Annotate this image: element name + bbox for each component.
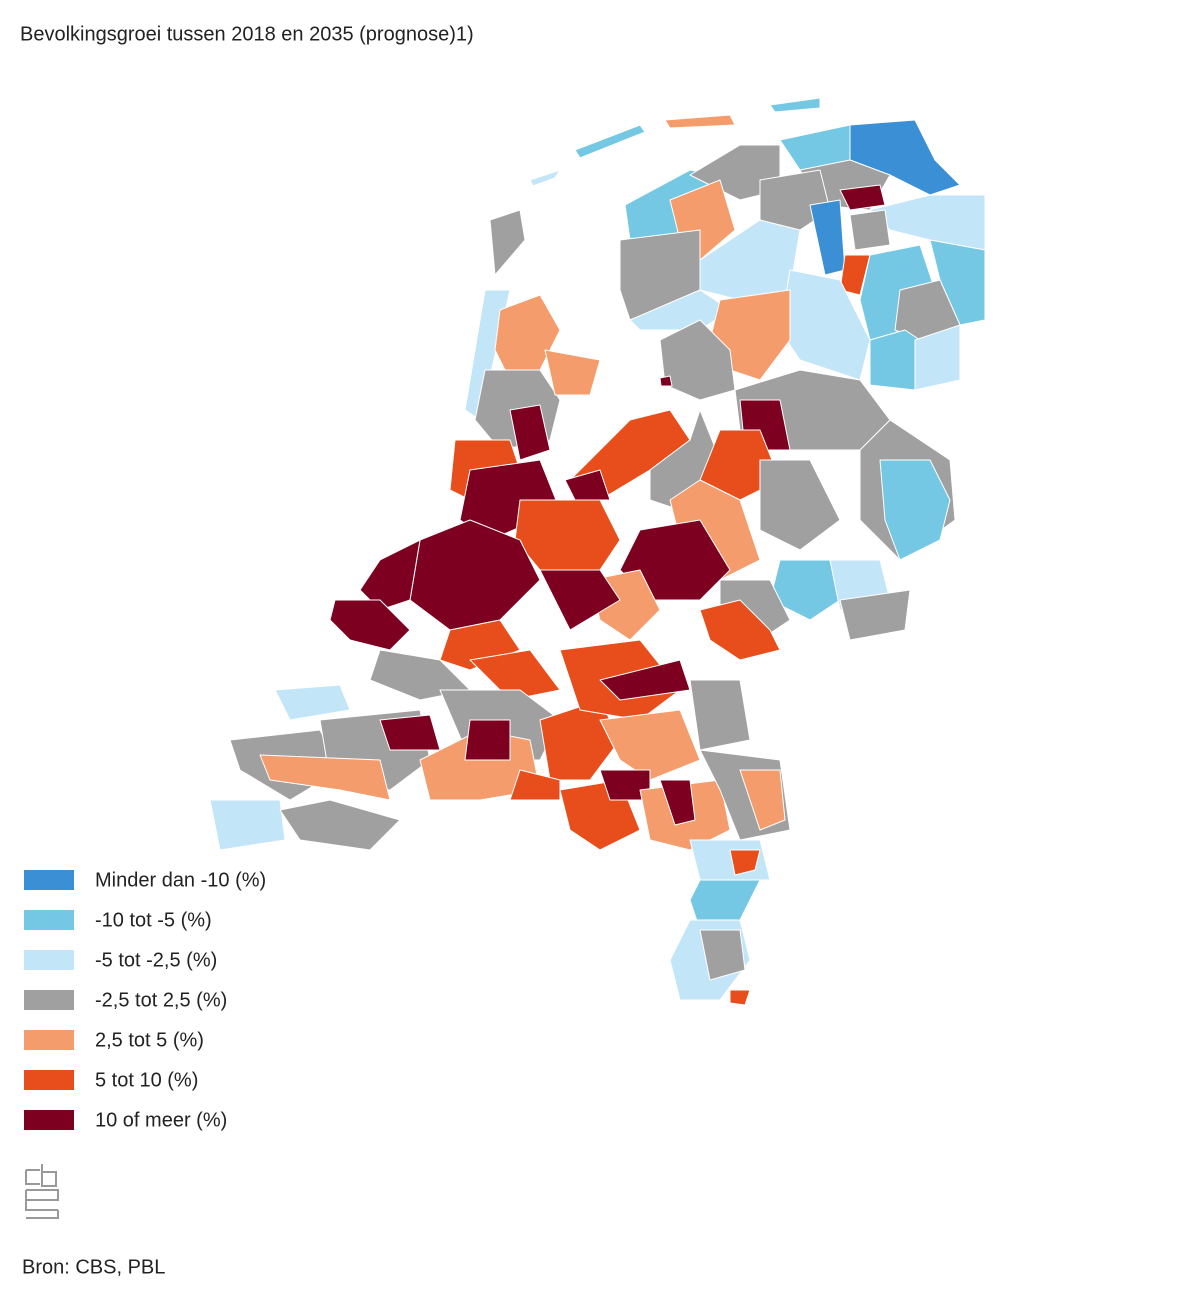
municipality <box>729 989 751 1006</box>
municipality <box>209 799 286 851</box>
municipality <box>809 199 846 276</box>
municipality <box>929 239 986 326</box>
municipality <box>489 209 526 276</box>
municipality <box>359 539 421 611</box>
municipality <box>599 659 691 701</box>
legend-label: -5 tot -2,5 (%) <box>95 949 217 971</box>
legend-swatch <box>24 910 74 930</box>
municipality <box>514 499 621 571</box>
municipality <box>659 375 673 387</box>
municipality <box>379 714 441 751</box>
municipality <box>574 124 646 159</box>
legend-label: Minder dan -10 (%) <box>95 869 266 891</box>
municipality <box>759 459 841 551</box>
legend-swatch <box>24 870 74 890</box>
municipality <box>689 679 751 751</box>
municipality <box>274 684 351 721</box>
municipality <box>469 649 561 701</box>
municipality <box>839 589 911 641</box>
municipality <box>529 169 561 187</box>
municipality <box>869 329 921 391</box>
municipality <box>839 254 871 296</box>
municipality <box>409 519 541 631</box>
municipality <box>769 97 821 113</box>
municipality <box>739 769 786 831</box>
municipality <box>279 799 401 851</box>
municipality <box>259 754 391 801</box>
municipality <box>699 929 746 981</box>
legend-label: 10 of meer (%) <box>95 1109 227 1131</box>
cbs-logo <box>25 1164 59 1219</box>
municipality <box>659 779 696 826</box>
municipality <box>564 469 611 501</box>
municipality <box>849 209 891 251</box>
municipality <box>619 519 731 601</box>
legend-swatch <box>24 1070 74 1090</box>
municipality <box>509 769 561 801</box>
legend-label: -2,5 tot 2,5 (%) <box>95 989 227 1011</box>
municipality <box>729 849 761 876</box>
municipality <box>509 404 551 461</box>
municipality <box>664 114 736 129</box>
legend-swatch <box>24 1030 74 1050</box>
source: Bron: CBS, PBL <box>22 1256 165 1278</box>
legend-swatch <box>24 950 74 970</box>
legend-swatch <box>24 990 74 1010</box>
municipality <box>544 349 601 396</box>
legend: Minder dan -10 (%) -10 tot -5 (%) -5 tot -… <box>24 869 266 1131</box>
municipality <box>464 719 511 761</box>
map <box>209 97 986 1006</box>
legend-label: 5 tot 10 (%) <box>95 1069 198 1091</box>
legend-label: -10 tot -5 (%) <box>95 909 212 931</box>
map-title: Bevolkingsgroei tussen 2018 en 2035 (pro… <box>20 23 474 45</box>
municipality <box>839 184 886 211</box>
municipality <box>599 709 701 781</box>
municipality <box>329 599 411 651</box>
municipality <box>914 324 961 391</box>
legend-label: 2,5 tot 5 (%) <box>95 1029 204 1051</box>
municipality <box>699 599 781 661</box>
legend-swatch <box>24 1110 74 1130</box>
municipality <box>879 459 951 561</box>
municipality <box>539 569 621 631</box>
